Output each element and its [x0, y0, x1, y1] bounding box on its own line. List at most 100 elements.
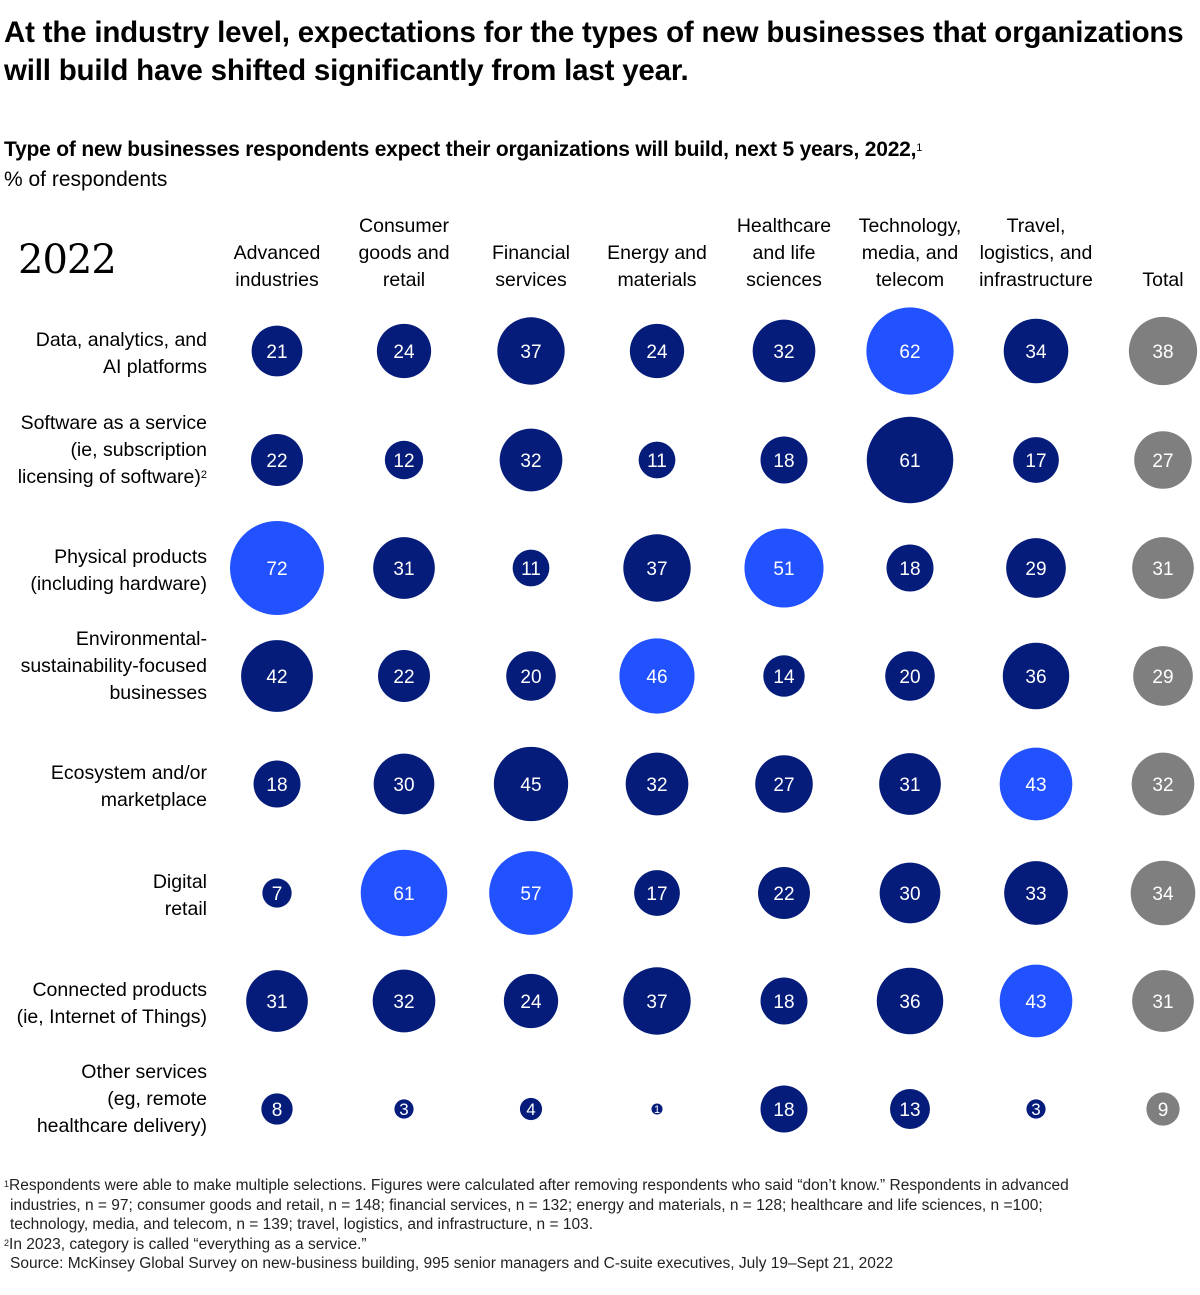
bubble-value-label: 22 [266, 451, 287, 472]
bubble-value-label: 3 [399, 1100, 408, 1119]
bubble: 1 [651, 1103, 663, 1116]
bubble-value-label: 22 [393, 667, 414, 688]
bubble-circle [1146, 1092, 1180, 1126]
bubble-value-label: 1 [654, 1104, 660, 1116]
bubble-value-label: 32 [646, 775, 667, 796]
bubble: 24 [629, 323, 685, 379]
bubble-value-label: 29 [1152, 667, 1173, 688]
bubble: 24 [503, 973, 559, 1029]
bubble: 34 [1003, 318, 1069, 384]
bubble-circle [866, 416, 954, 504]
bubble: 32 [499, 428, 563, 492]
bubble: 36 [1002, 642, 1070, 710]
bubble-circle [251, 325, 303, 377]
bubble-circle [760, 977, 808, 1025]
bubble: 43 [999, 747, 1073, 821]
bubble: 18 [760, 436, 808, 484]
bubble-circle [651, 1103, 663, 1115]
bubble: 31 [1132, 970, 1194, 1032]
bubble: 32 [1131, 752, 1195, 816]
bubble-circle [506, 651, 556, 701]
bubble-value-label: 24 [520, 992, 542, 1013]
bubble-value-label: 27 [1152, 451, 1173, 472]
bubble-circle [246, 970, 308, 1032]
bubble-value-label: 62 [899, 342, 920, 363]
row-label: Physical products (including hardware) [30, 546, 207, 595]
bubble-value-label: 9 [1158, 1100, 1169, 1121]
column-header: Energy and materials [607, 242, 707, 291]
bubble-value-label: 3 [1031, 1100, 1040, 1119]
bubble: 27 [1134, 431, 1192, 489]
bubble-circle [519, 1097, 543, 1121]
column-header: Travel, logistics, and infrastructure [979, 215, 1093, 291]
bubble-value-label: 36 [1025, 667, 1046, 688]
bubble: 9 [1146, 1092, 1180, 1126]
row-label: Connected products (ie, Internet of Thin… [16, 979, 207, 1028]
bubble-value-label: 32 [773, 342, 794, 363]
bubble-circle [489, 851, 573, 935]
row-label: Data, analytics, and AI platforms [35, 329, 207, 378]
footnote-ref-2: 2 [200, 469, 207, 481]
bubble-circle [384, 440, 424, 480]
bubble-value-label: 32 [393, 992, 414, 1013]
bubble-circle [373, 537, 435, 599]
column-header: Technology, media, and telecom [858, 215, 962, 291]
footnote-1-line-3: technology, media, and telecom, n = 139;… [10, 1216, 594, 1233]
bubble-circle [755, 755, 813, 813]
bubble-circle [251, 434, 303, 486]
bubble: 30 [879, 862, 941, 924]
bubble-value-label: 7 [272, 884, 283, 905]
bubble-circle [378, 650, 430, 702]
bubble-value-label: 4 [526, 1100, 535, 1119]
bubble: 46 [619, 638, 695, 714]
bubble-value-label: 34 [1025, 342, 1047, 363]
bubble: 31 [879, 753, 941, 815]
bubble-value-label: 30 [393, 775, 414, 796]
bubble-value-label: 13 [899, 1100, 920, 1121]
bubble-circle [886, 544, 934, 592]
bubble-circle [999, 747, 1073, 821]
bubble-value-label: 11 [521, 559, 541, 580]
bubble-circle [1004, 861, 1068, 925]
bubble-value-label: 17 [1025, 451, 1046, 472]
bubble-value-label: 22 [773, 884, 794, 905]
bubble: 32 [752, 319, 816, 383]
bubble-circle [885, 651, 935, 701]
bubble-circle [376, 323, 432, 379]
bubble-value-label: 31 [899, 775, 920, 796]
bubble-value-label: 31 [1152, 559, 1173, 580]
bubble-value-label: 45 [520, 775, 541, 796]
bubble: 29 [1006, 538, 1066, 598]
bubble-circle [763, 655, 805, 697]
bubble-circle [1002, 642, 1070, 710]
bubble-circle [394, 1099, 414, 1119]
bubble-circle [634, 870, 680, 916]
bubble: 13 [890, 1089, 930, 1129]
bubble: 21 [251, 325, 303, 377]
bubble-value-label: 18 [266, 775, 287, 796]
bubble: 57 [489, 851, 573, 935]
bubble: 3 [394, 1099, 414, 1119]
bubble-value-label: 24 [646, 342, 668, 363]
bubble-value-label: 72 [266, 559, 287, 580]
bubble: 11 [512, 549, 550, 587]
bubble: 31 [373, 537, 435, 599]
bubble: 33 [1004, 861, 1068, 925]
row-label: Software as a service (ie, subscription … [17, 412, 207, 488]
year-label: 2022 [18, 237, 117, 283]
bubble-circle [503, 973, 559, 1029]
bubble-value-label: 61 [393, 884, 414, 905]
column-header: Healthcare and life sciences [736, 215, 832, 291]
bubble-value-label: 18 [899, 559, 920, 580]
bubble-circle [623, 534, 691, 602]
bubble: 51 [744, 528, 824, 608]
bubble: 30 [373, 753, 435, 815]
bubble-circle [497, 317, 565, 385]
bubble-circle [1131, 752, 1195, 816]
bubble-value-label: 57 [520, 884, 541, 905]
bubble: 27 [755, 755, 813, 813]
bubble-value-label: 12 [393, 451, 414, 472]
bubble-circle [890, 1089, 930, 1129]
column-header: Consumer goods and retail [358, 215, 450, 291]
bubble-circle [623, 967, 691, 1035]
